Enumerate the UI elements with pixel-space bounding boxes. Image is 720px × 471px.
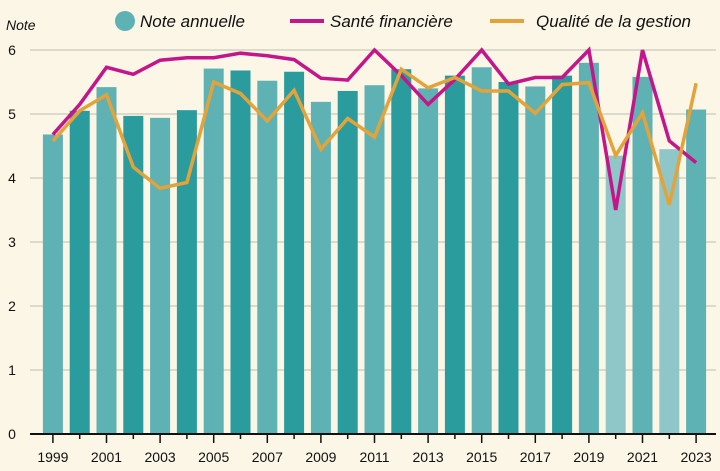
x-tick-label-1999: 1999	[37, 449, 68, 465]
bar-2013	[418, 88, 439, 435]
x-tick-label-2011: 2011	[359, 449, 389, 465]
x-tick-label-2009: 2009	[305, 449, 336, 465]
bar-2006	[230, 70, 251, 434]
x-tick-label-2017: 2017	[520, 449, 551, 465]
bar-2016	[498, 82, 519, 434]
bar-2007	[257, 80, 278, 434]
y-tick-label-3: 3	[8, 234, 16, 250]
y-axis-label: Note	[6, 17, 36, 33]
bar-2001	[96, 87, 117, 435]
bar-2014	[444, 75, 465, 434]
bar-2011	[364, 85, 385, 434]
bar-layer	[42, 62, 707, 435]
line-series-2	[51, 66, 698, 206]
bar-2004	[176, 110, 197, 434]
x-tick-label-2021: 2021	[627, 449, 658, 465]
legend-label-2: Santé financière	[330, 12, 453, 31]
x-tick-label-2013: 2013	[413, 449, 444, 465]
y-tick-label-1: 1	[8, 362, 16, 378]
x-tick-label-2001: 2001	[91, 449, 122, 465]
bar-2009	[310, 101, 331, 434]
bar-2017	[525, 86, 546, 434]
bar-2019	[578, 62, 599, 435]
x-tick-label-2019: 2019	[573, 449, 604, 465]
bar-2003	[150, 117, 171, 434]
x-tick-label-2005: 2005	[198, 449, 229, 465]
bar-2022	[659, 149, 680, 434]
bar-1999	[42, 134, 63, 435]
y-tick-label-0: 0	[8, 426, 16, 442]
line-layer	[51, 46, 698, 211]
x-tick-label-2015: 2015	[466, 449, 497, 465]
legend: Note annuelle Santé financière Qualité de …	[115, 11, 691, 31]
x-tick-label-2007: 2007	[252, 449, 283, 465]
bar-2023	[686, 109, 707, 435]
bar-2005	[203, 68, 224, 434]
bar-2010	[337, 90, 358, 435]
y-tick-label-6: 6	[8, 42, 16, 58]
bar-2015	[471, 67, 492, 434]
bar-2021	[632, 76, 653, 434]
legend-label-1: Note annuelle	[140, 12, 245, 31]
bar-2012	[391, 69, 412, 434]
bar-2000	[69, 110, 90, 435]
bar-2018	[552, 75, 573, 434]
legend-swatch-1	[115, 11, 135, 31]
bar-2002	[123, 115, 144, 435]
x-tick-label-2023: 2023	[681, 449, 712, 465]
legend-label-3: Qualité de la gestion	[536, 12, 691, 31]
y-tick-label-4: 4	[8, 170, 16, 186]
axis-layer: 0 1 2 3 4 5 6 Note 1999 2001 2003 2005 2007 2009 2011 2…	[6, 17, 716, 465]
y-tick-label-2: 2	[8, 298, 16, 314]
y-tick-label-5: 5	[8, 106, 16, 122]
bar-2020	[605, 155, 626, 434]
x-tick-label-2003: 2003	[145, 449, 176, 465]
bar-2008	[284, 71, 305, 434]
